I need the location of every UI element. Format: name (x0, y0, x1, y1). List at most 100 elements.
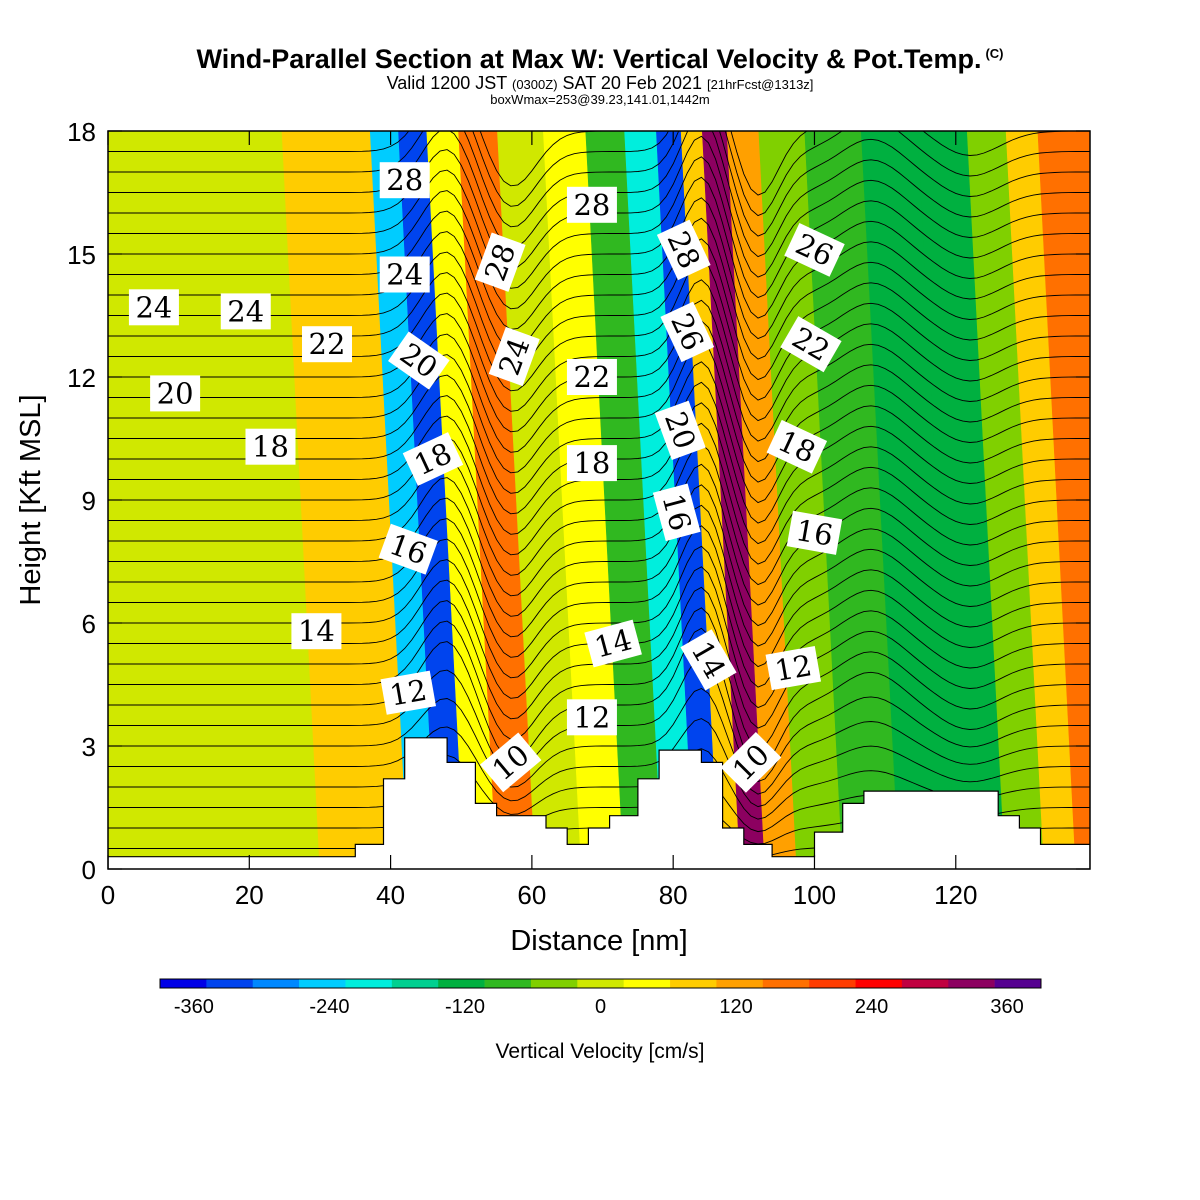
x-tick-label: 100 (793, 880, 836, 910)
theta-label-box (302, 326, 353, 363)
theta-label-text: 12 (573, 700, 610, 734)
theta-label-box (784, 223, 845, 277)
terrain (108, 737, 1090, 869)
theta-label-box (765, 646, 822, 691)
theta-label-text: 28 (573, 188, 610, 222)
colorbar-tick-label: -120 (445, 996, 485, 1018)
theta-label-box (379, 256, 430, 293)
theta-label: 16 (786, 510, 843, 555)
theta-contour (108, 197, 1090, 340)
x-axis-label: Distance [nm] (510, 925, 687, 957)
theta-label-box (656, 219, 711, 281)
colorbar-swatch (855, 979, 903, 988)
theta-label-box (566, 186, 617, 223)
theta-label: 18 (245, 428, 296, 465)
theta-label-box (402, 432, 464, 486)
theta-contour (108, 238, 1090, 381)
velocity-band (804, 131, 900, 869)
valid-time-line: Valid 1200 JST (0300Z) SAT 20 Feb 2021 [… (0, 73, 1200, 94)
colorbar-frame (159, 978, 1042, 989)
x-tick-label: 40 (376, 880, 405, 910)
x-tick-label: 20 (235, 880, 264, 910)
colorbar-swatch (670, 979, 717, 988)
theta-label-text: 18 (573, 446, 610, 480)
theta-label-box (766, 419, 828, 474)
theta-label: 12 (380, 670, 436, 715)
theta-contour (108, 504, 1090, 647)
theta-label-box (720, 731, 782, 793)
colorbar-tick-label: -360 (174, 996, 214, 1018)
chart-title-mark: (C) (985, 46, 1004, 61)
theta-contour (108, 217, 1090, 360)
theta-label: 18 (566, 445, 617, 482)
colorbar-swatch (762, 979, 810, 988)
colorbar-swatch (530, 979, 578, 988)
theta-label-box (291, 613, 342, 650)
theta-label-text: 24 (386, 258, 423, 292)
theta-label-text: 18 (252, 430, 289, 464)
theta-label-box (780, 316, 842, 373)
theta-label-box (566, 445, 617, 482)
theta-label: 14 (584, 619, 642, 668)
theta-contour (108, 463, 1090, 606)
theta-contour (108, 131, 1090, 217)
theta-contour (108, 279, 1090, 422)
theta-contour (108, 748, 1090, 820)
colorbar-tick-label: -240 (309, 996, 349, 1018)
velocity-band (758, 131, 844, 869)
theta-label-text: 24 (227, 294, 264, 328)
x-axis: 0 20 40 60 80 100 120 (101, 131, 977, 910)
theta-contour (108, 718, 1090, 808)
theta-label-box (680, 629, 737, 691)
theta-label: 24 (379, 256, 430, 293)
colorbar-swatch (438, 979, 485, 988)
x-tick-label: 120 (934, 880, 977, 910)
theta-label-box (488, 326, 540, 387)
colorbar-tick-label: 240 (855, 996, 888, 1018)
y-tick-label: 3 (82, 732, 96, 762)
colorbar-ticks: -360 -240 -120 0 120 240 360 (174, 996, 1024, 1018)
theta-label: 12 (566, 699, 617, 736)
x-tick-label: 60 (517, 880, 546, 910)
theta-label: 22 (566, 359, 617, 395)
colorbar-swatch (160, 979, 207, 988)
theta-label: 14 (291, 613, 342, 650)
valid-date: SAT 20 Feb 2021 (562, 73, 702, 93)
theta-label-text: 28 (386, 163, 423, 197)
colorbar-swatch (994, 979, 1042, 988)
theta-contour (108, 320, 1090, 463)
theta-contour (108, 545, 1090, 688)
colorbar-swatch (577, 979, 624, 988)
theta-label: 12 (765, 646, 822, 691)
theta-contour (108, 443, 1090, 586)
theta-label-text: 24 (135, 290, 172, 324)
theta-label-text: 14 (298, 614, 335, 648)
theta-label-text: 16 (793, 513, 835, 553)
y-tick-label: 9 (82, 486, 96, 516)
x-tick-label: 80 (659, 880, 688, 910)
theta-label-text: 12 (772, 648, 814, 688)
colorbar-tick-label: 120 (719, 996, 752, 1018)
theta-label: 24 (128, 289, 179, 326)
theta-label-text: 20 (157, 376, 194, 410)
colorbar-tick-label: 360 (990, 996, 1023, 1018)
colorbar-swatch (948, 979, 995, 988)
theta-label: 28 (379, 162, 430, 199)
velocity-band (860, 131, 957, 869)
theta-label-box (584, 619, 642, 668)
colorbar-swatch (252, 979, 300, 988)
box-wmax-line: boxWmax=253@39.23,141.01,1442m (490, 92, 710, 107)
theta-label-box (245, 428, 296, 465)
y-tick-label: 15 (67, 240, 96, 270)
colorbar-tick-label: 0 (595, 996, 606, 1018)
theta-contour (108, 156, 1090, 299)
colorbar-swatch (345, 979, 393, 988)
theta-label: 28 (566, 186, 617, 223)
y-axis-label: Height [Kft MSL] (15, 394, 47, 605)
theta-contour (108, 607, 1090, 750)
velocity-band (966, 131, 1045, 869)
theta-contour (108, 525, 1090, 668)
theta-label-box (660, 301, 715, 363)
theta-label-box (479, 732, 542, 793)
